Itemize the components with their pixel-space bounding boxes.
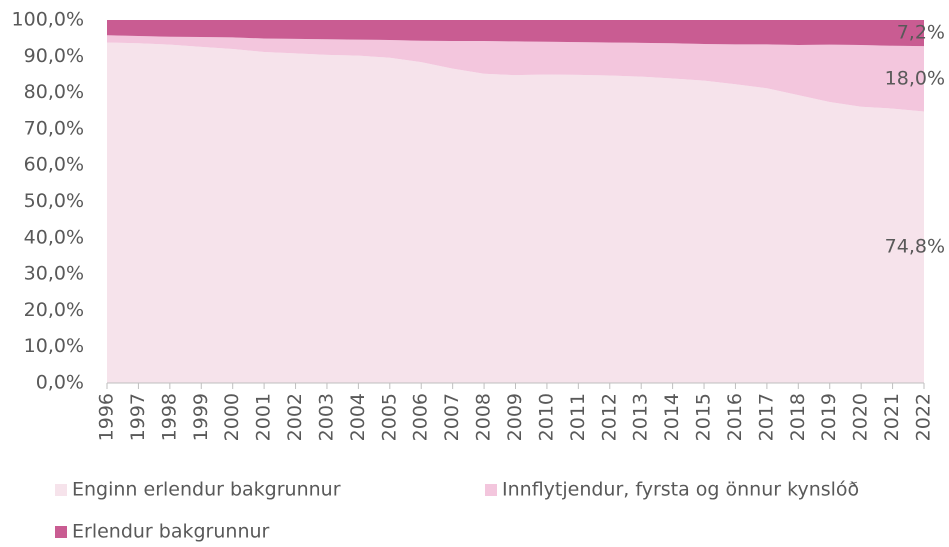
x-tick-label: 2022 xyxy=(913,393,935,441)
x-tick-label: 1999 xyxy=(190,393,212,441)
y-tick-label: 90,0% xyxy=(24,45,84,67)
x-tick-label: 2020 xyxy=(850,393,872,441)
legend-swatch xyxy=(55,526,67,538)
x-tick-label: 2000 xyxy=(221,393,243,441)
y-tick-label: 80,0% xyxy=(24,81,84,103)
x-tick-label: 2003 xyxy=(315,393,337,441)
x-tick-label: 2007 xyxy=(441,393,463,441)
x-tick-label: 2016 xyxy=(724,393,746,441)
x-tick-label: 2013 xyxy=(630,393,652,441)
x-tick-label: 2005 xyxy=(378,393,400,441)
x-tick-label: 2012 xyxy=(598,393,620,441)
x-tick-label: 1996 xyxy=(96,393,118,441)
area xyxy=(107,20,924,47)
y-tick-label: 70,0% xyxy=(24,117,84,139)
y-tick-label: 0,0% xyxy=(36,372,84,394)
area xyxy=(107,42,924,383)
y-tick-label: 30,0% xyxy=(24,263,84,285)
x-tick-label: 2002 xyxy=(284,393,306,441)
x-tick-label: 2009 xyxy=(504,393,526,441)
x-tick-label: 1998 xyxy=(158,393,180,441)
x-tick-label: 2019 xyxy=(818,393,840,441)
y-tick-label: 10,0% xyxy=(24,335,84,357)
y-tick-label: 60,0% xyxy=(24,154,84,176)
x-tick-label: 2004 xyxy=(347,393,369,441)
x-tick-label: 2006 xyxy=(410,393,432,441)
x-tick-label: 2017 xyxy=(755,393,777,441)
legend-swatch xyxy=(485,484,497,496)
x-tick-label: 1997 xyxy=(127,393,149,441)
x-tick-label: 2021 xyxy=(881,393,903,441)
value-label: 74,8% xyxy=(885,236,945,258)
legend-label: Erlendur bakgrunnur xyxy=(72,521,270,543)
x-tick-label: 2001 xyxy=(253,393,275,441)
value-label: 18,0% xyxy=(885,67,945,89)
x-tick-label: 2008 xyxy=(473,393,495,441)
x-tick-label: 2015 xyxy=(693,393,715,441)
x-tick-label: 2010 xyxy=(535,393,557,441)
y-tick-label: 100,0% xyxy=(12,9,84,31)
legend-label: Innflytjendur, fyrsta og önnur kynslóð xyxy=(502,479,859,501)
legend-label: Enginn erlendur bakgrunnur xyxy=(72,479,341,501)
y-tick-label: 20,0% xyxy=(24,299,84,321)
x-tick-label: 2018 xyxy=(787,393,809,441)
value-label: 7,2% xyxy=(897,22,945,44)
area xyxy=(107,35,924,112)
y-tick-label: 50,0% xyxy=(24,190,84,212)
legend-swatch xyxy=(55,484,67,496)
x-tick-label: 2014 xyxy=(661,393,683,441)
x-tick-label: 2011 xyxy=(567,393,589,441)
y-tick-label: 40,0% xyxy=(24,226,84,248)
